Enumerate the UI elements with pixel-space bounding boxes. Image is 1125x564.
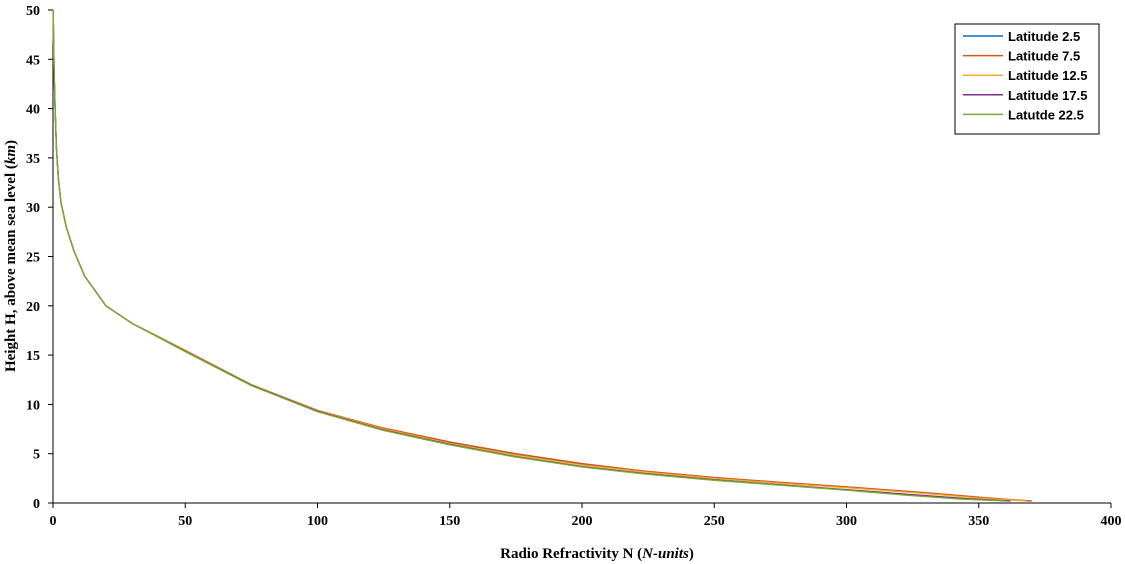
y-axis-title: Height H, above mean sea level (km) (3, 140, 19, 372)
series-line-1 (52, 9, 1032, 502)
y-tick-label: 5 (33, 448, 40, 463)
x-tick-label: 350 (968, 514, 989, 529)
legend-box (954, 23, 1100, 135)
x-tick-label: 300 (836, 514, 857, 529)
series-line-3 (52, 9, 1011, 502)
x-tick-label: 0 (50, 514, 57, 529)
series-line-0 (52, 9, 1032, 502)
legend-label: Latitude 2.5 (1008, 29, 1080, 44)
y-tick-label: 35 (26, 152, 40, 167)
series-line-2 (52, 9, 1027, 502)
y-tick-label: 25 (26, 251, 40, 266)
y-tick-label: 15 (26, 349, 40, 364)
axes: 0 50 100 150 200 250 300 350 400 0 5 10 15 20 25 30 35 40… (26, 4, 1122, 529)
x-tick-label: 400 (1101, 514, 1122, 529)
legend-label: Latitude 12.5 (1008, 68, 1087, 83)
y-tick-label: 0 (33, 497, 40, 512)
x-tick-label: 100 (307, 514, 328, 529)
x-tick-label: 200 (572, 514, 593, 529)
x-axis-title: Radio Refractivity N (N-units) (500, 546, 694, 562)
legend: Latitude 2.5 Latitude 7.5 Latitude 12.5 Lat… (954, 23, 1100, 135)
legend-label: Latitude 17.5 (1008, 88, 1087, 103)
legend-label: Latitude 7.5 (1008, 49, 1080, 64)
y-tick-label: 20 (26, 300, 40, 315)
series-line-4 (52, 9, 1006, 502)
y-tick-label: 40 (26, 103, 40, 118)
x-tick-label: 50 (178, 514, 192, 529)
y-tick-label: 45 (26, 53, 40, 68)
y-tick-label: 30 (26, 201, 40, 216)
series-group (52, 9, 1032, 502)
x-tick-label: 250 (704, 514, 725, 529)
x-tick-label: 150 (439, 514, 460, 529)
legend-label: Latutde 22.5 (1008, 107, 1084, 122)
y-tick-label: 50 (26, 4, 40, 19)
y-tick-label: 10 (26, 398, 40, 413)
